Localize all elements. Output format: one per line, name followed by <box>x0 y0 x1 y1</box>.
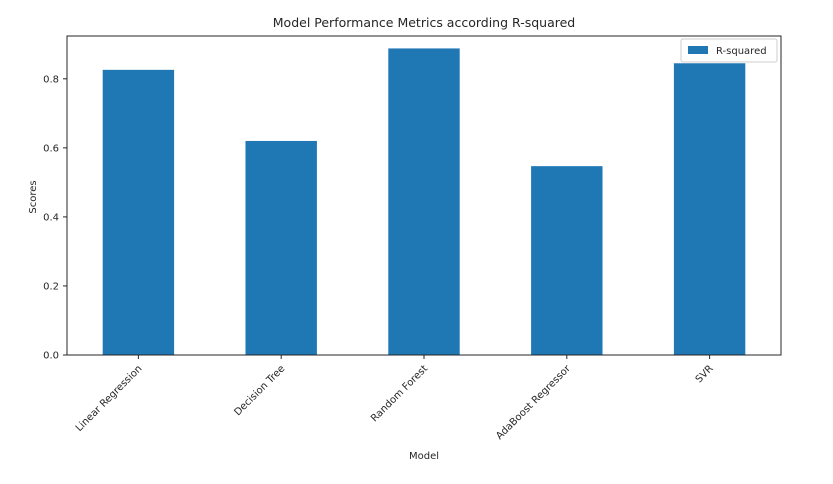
y-tick-label: 0.4 <box>43 212 59 223</box>
y-tick-label: 0.0 <box>43 351 59 362</box>
bar-svr <box>673 63 746 356</box>
x-axis-label: Model <box>409 451 439 462</box>
x-axis-ticks: Linear Regression Decision Tree Random For… <box>74 355 716 442</box>
y-axis-label: Scores <box>28 180 39 213</box>
x-tick-label: SVR <box>694 363 716 385</box>
y-tick-label: 0.8 <box>43 74 59 85</box>
legend: R-squared <box>680 38 778 63</box>
chart-title: Model Performance Metrics according R-sq… <box>273 15 575 30</box>
x-tick-label: Linear Regression <box>74 363 145 434</box>
y-tick-label: 0.2 <box>43 281 59 292</box>
y-tick-label: 0.6 <box>43 143 59 154</box>
legend-label-r-squared: R-squared <box>716 46 767 57</box>
bars-layer <box>102 48 746 356</box>
legend-swatch-r-squared <box>688 46 708 54</box>
y-axis-ticks: 0.0 0.2 0.4 0.6 0.8 <box>43 74 67 362</box>
bar-decision-tree <box>245 140 317 355</box>
legend-frame <box>680 38 778 63</box>
x-tick-label: AdaBoost Regressor <box>494 363 573 442</box>
x-tick-label: Decision Tree <box>232 363 287 418</box>
x-tick-label: Random Forest <box>369 363 430 424</box>
plot-frame <box>66 35 782 356</box>
bar-random-forest <box>388 48 460 356</box>
bar-linear-regression <box>102 69 175 355</box>
bar-adaboost-regressor <box>531 166 603 355</box>
